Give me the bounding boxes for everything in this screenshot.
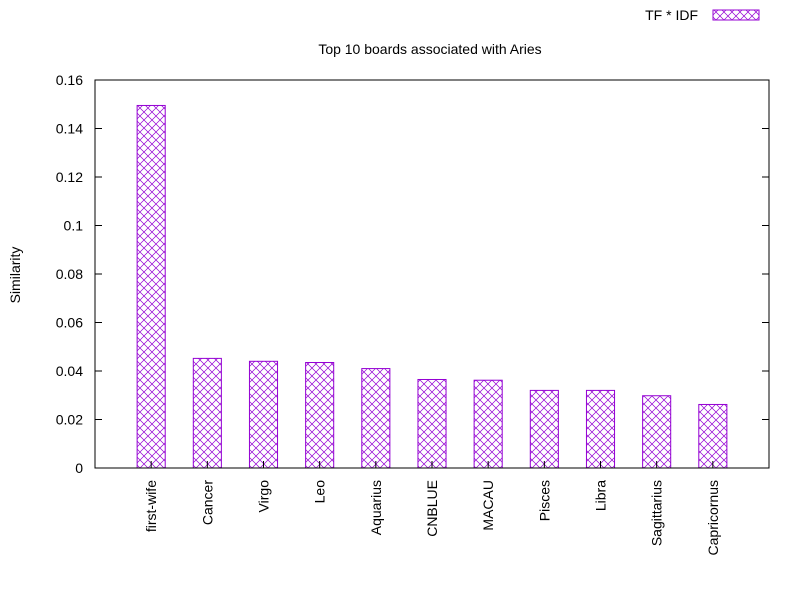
- y-tick-label: 0.14: [56, 121, 83, 137]
- x-tick-label: first-wife: [143, 480, 159, 532]
- bars: [136, 104, 728, 469]
- bar-virgo: [248, 360, 279, 469]
- x-tick-label: Aquarius: [368, 480, 384, 535]
- y-axis: 0 0.02 0.04 0.06 0.08 0.1 0.12 0.14 0.16: [56, 72, 769, 476]
- bar-aquarius: [361, 368, 391, 469]
- legend: TF * IDF: [645, 7, 760, 23]
- x-tick-label: Capricornus: [705, 480, 721, 555]
- legend-label: TF * IDF: [645, 7, 698, 23]
- bar-capricornus: [698, 403, 728, 469]
- y-tick-label: 0.04: [56, 363, 83, 379]
- y-tick-label: 0.06: [56, 315, 83, 331]
- x-tick-label: Cancer: [199, 480, 215, 525]
- legend-swatch: [712, 9, 760, 21]
- x-tick-label: CNBLUE: [424, 480, 440, 537]
- plot-frame: [94, 79, 770, 469]
- y-tick-label: 0.02: [56, 412, 83, 428]
- bar-cancer: [192, 357, 222, 469]
- bar-leo: [305, 362, 335, 469]
- bar-pisces: [529, 389, 559, 469]
- y-tick-label: 0.1: [64, 218, 84, 234]
- y-tick-label: 0.16: [56, 72, 83, 88]
- bar-sagittarius: [642, 395, 672, 469]
- y-axis-label: Similarity: [7, 247, 23, 304]
- x-tick-label: Leo: [312, 480, 328, 504]
- x-tick-label: MACAU: [480, 480, 496, 531]
- x-tick-label: Pisces: [536, 480, 552, 521]
- x-axis: first-wife Cancer Virgo Leo Aquarius CNBLUE MA…: [143, 461, 721, 555]
- y-tick-label: 0.08: [56, 266, 83, 282]
- x-tick-label: Libra: [593, 480, 609, 511]
- bar-macau: [473, 379, 503, 469]
- y-tick-label: 0.12: [56, 169, 83, 185]
- x-tick-label: Virgo: [256, 480, 272, 513]
- y-tick-label: 0: [75, 460, 83, 476]
- chart-title: Top 10 boards associated with Aries: [318, 41, 541, 57]
- x-tick-label: Sagittarius: [649, 480, 665, 546]
- bar-libra: [585, 389, 616, 469]
- bar-cnblue: [417, 378, 447, 469]
- bar-first-wife: [136, 104, 166, 469]
